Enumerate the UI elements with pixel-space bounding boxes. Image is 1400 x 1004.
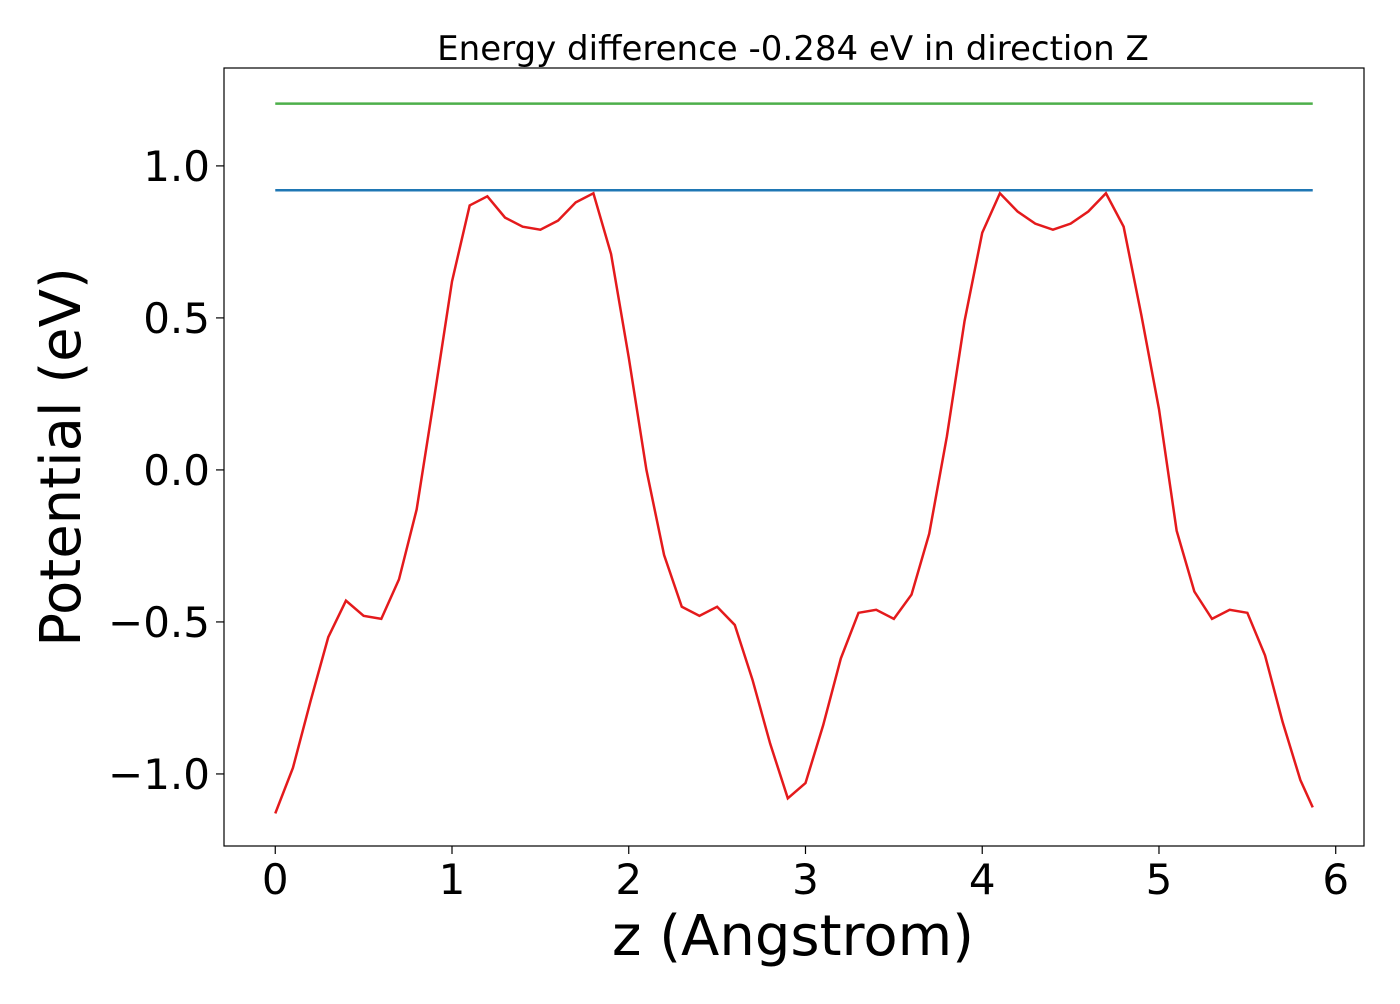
- y-axis-label: Potential (eV): [29, 267, 94, 647]
- data-line: [274, 191, 1314, 814]
- x-tick-label: 1: [439, 855, 466, 904]
- plot-frame: [223, 67, 1365, 847]
- chart-title: Energy difference -0.284 eV in direction…: [437, 29, 1149, 69]
- x-tick-label: 4: [969, 855, 996, 904]
- y-tick-label: −0.5: [108, 598, 210, 647]
- x-tick-label: 3: [792, 855, 819, 904]
- x-tick-label: 6: [1322, 855, 1349, 904]
- y-tick-label: 0.0: [143, 446, 210, 495]
- x-axis-label: z (Angstrom): [612, 904, 974, 969]
- x-tick-label: 2: [615, 855, 642, 904]
- y-tick-label: 0.5: [143, 294, 210, 343]
- x-tick-label: 5: [1146, 855, 1173, 904]
- x-tick-label: 0: [262, 855, 289, 904]
- y-tick-label: −1.0: [108, 750, 210, 799]
- y-tick-label: 1.0: [143, 142, 210, 191]
